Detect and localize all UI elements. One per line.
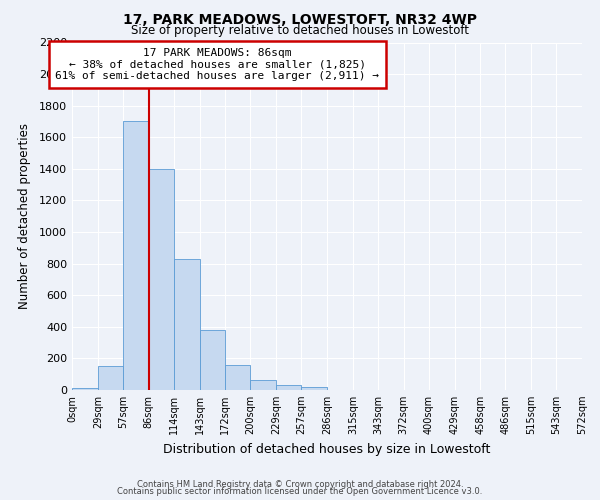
Text: 17, PARK MEADOWS, LOWESTOFT, NR32 4WP: 17, PARK MEADOWS, LOWESTOFT, NR32 4WP: [123, 12, 477, 26]
Bar: [72, 388, 98, 390]
Bar: [98, 366, 123, 390]
Text: 17 PARK MEADOWS: 86sqm
← 38% of detached houses are smaller (1,825)
61% of semi-: 17 PARK MEADOWS: 86sqm ← 38% of detached…: [55, 48, 379, 81]
Bar: [301, 387, 327, 390]
X-axis label: Distribution of detached houses by size in Lowestoft: Distribution of detached houses by size …: [163, 442, 491, 456]
Bar: [149, 169, 173, 390]
Text: Size of property relative to detached houses in Lowestoft: Size of property relative to detached ho…: [131, 24, 469, 37]
Bar: [123, 122, 149, 390]
Bar: [173, 259, 199, 390]
Bar: [276, 386, 301, 390]
Bar: [226, 364, 250, 390]
Bar: [250, 380, 276, 390]
Text: Contains HM Land Registry data © Crown copyright and database right 2024.: Contains HM Land Registry data © Crown c…: [137, 480, 463, 489]
Text: Contains public sector information licensed under the Open Government Licence v3: Contains public sector information licen…: [118, 488, 482, 496]
Bar: [199, 330, 226, 390]
Y-axis label: Number of detached properties: Number of detached properties: [17, 123, 31, 309]
